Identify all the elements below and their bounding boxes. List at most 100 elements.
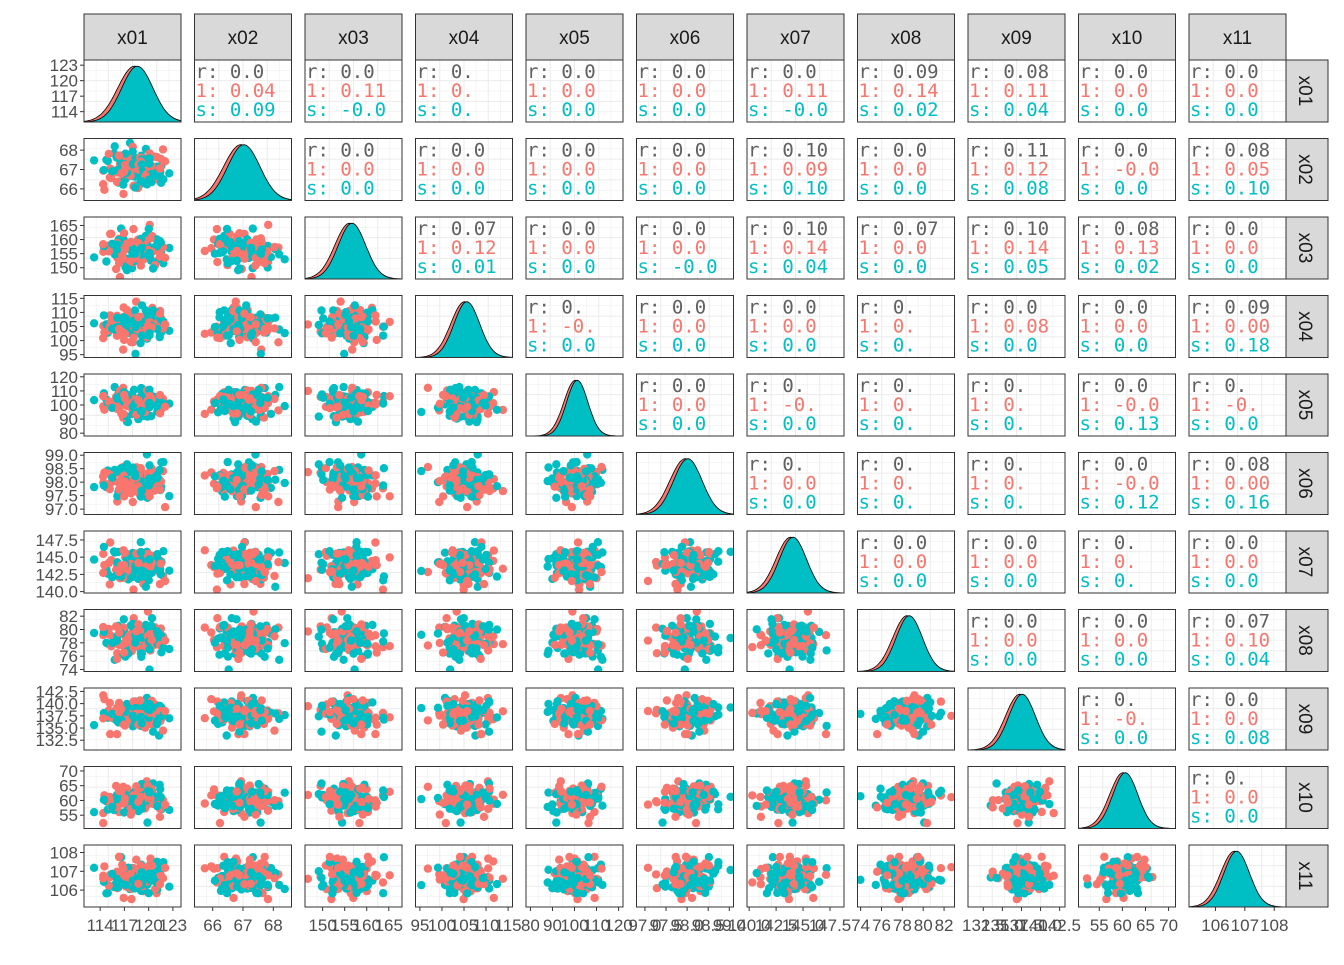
point-group2 bbox=[246, 407, 256, 416]
panel-border bbox=[746, 138, 845, 201]
point-group2 bbox=[254, 385, 263, 394]
point-group1 bbox=[327, 333, 336, 342]
corr-label-group1: 1: 0.0 bbox=[859, 551, 928, 573]
panel-content: r: 0.1: 0.s: 0. bbox=[859, 297, 916, 357]
panel-content bbox=[200, 382, 289, 427]
panel-border bbox=[194, 295, 292, 358]
point-group1 bbox=[335, 485, 344, 494]
point-group1 bbox=[235, 492, 244, 501]
density-x07-group2 bbox=[747, 536, 844, 593]
point-group2 bbox=[121, 149, 130, 158]
panel-x02-x11: r: 0.081: 0.05s: 0.10 bbox=[1188, 138, 1287, 201]
corr-label-group2: s: 0.0 bbox=[748, 335, 817, 357]
strip-right-label: x05 bbox=[1294, 390, 1315, 421]
point-group2 bbox=[257, 716, 266, 725]
point-group2 bbox=[677, 542, 686, 552]
point-group2 bbox=[145, 461, 154, 470]
panel-border bbox=[1078, 216, 1176, 280]
point-group1 bbox=[212, 224, 222, 234]
corr-label-overall: r: 0.0 bbox=[638, 61, 707, 83]
point-group2 bbox=[224, 665, 233, 672]
point-group1 bbox=[449, 547, 458, 557]
point-group2 bbox=[144, 481, 153, 490]
point-group2 bbox=[137, 566, 146, 575]
point-group1 bbox=[372, 561, 381, 570]
corr-label-group1: 1: 0.11 bbox=[748, 80, 828, 102]
panel-x08-x11: r: 0.071: 0.10s: 0.04 bbox=[1188, 609, 1287, 672]
corr-label-group1: 1: 0.0 bbox=[1190, 237, 1259, 259]
point-group1 bbox=[458, 558, 467, 568]
panel-grid bbox=[636, 138, 734, 201]
point-group1 bbox=[371, 311, 380, 320]
corr-label-group1: 1: 0.0 bbox=[638, 237, 707, 259]
panel-grid bbox=[747, 374, 844, 436]
point-group2 bbox=[314, 632, 323, 641]
point-group2 bbox=[275, 250, 284, 259]
point-group2 bbox=[709, 645, 718, 654]
corr-label-group1: 1: 0.00 bbox=[1190, 473, 1270, 495]
panel-border bbox=[746, 609, 845, 672]
point-group2 bbox=[145, 665, 154, 672]
point-group1 bbox=[235, 561, 244, 570]
panel-content bbox=[543, 538, 607, 593]
point-group1 bbox=[696, 551, 705, 560]
point-group2 bbox=[219, 562, 228, 571]
point-group2 bbox=[455, 649, 465, 658]
point-group2 bbox=[456, 615, 466, 624]
point-group1 bbox=[463, 576, 472, 586]
point-group2 bbox=[144, 175, 153, 184]
corr-label-group2: s: 0.0 bbox=[638, 178, 707, 200]
corr-label-group2: s: -0.0 bbox=[638, 256, 718, 278]
strip-right-label: x01 bbox=[1294, 76, 1315, 107]
point-group2 bbox=[335, 461, 345, 470]
point-group2 bbox=[335, 645, 345, 654]
point-group2 bbox=[275, 655, 284, 664]
strip-top-x05: x05 bbox=[525, 13, 624, 61]
point-group2 bbox=[583, 452, 592, 459]
panel-x01-x08: r: 0.091: 0.14s: 0.02 bbox=[857, 59, 955, 123]
corr-label-group2: s: 0.0 bbox=[1080, 649, 1149, 671]
corr-label-group2: s: -0.0 bbox=[306, 99, 386, 121]
panel-border bbox=[967, 59, 1066, 123]
corr-label-overall: r: 0.0 bbox=[638, 375, 707, 397]
panel-grid bbox=[1189, 138, 1286, 201]
panel-border bbox=[746, 295, 845, 358]
corr-label-overall: r: 0.07 bbox=[417, 218, 497, 240]
panel-content bbox=[89, 691, 174, 740]
point-group1 bbox=[701, 629, 710, 638]
point-group2 bbox=[229, 716, 238, 726]
strip-right-x04: x04 bbox=[1283, 295, 1329, 358]
panel-content: r: 0.1: 0.s: 0. bbox=[417, 61, 474, 121]
point-group1 bbox=[550, 573, 559, 582]
panel-content: r: 0.01: -0.0s: 0.12 bbox=[1080, 454, 1160, 514]
point-group1 bbox=[260, 628, 269, 637]
point-group1 bbox=[100, 405, 109, 414]
point-group1 bbox=[371, 479, 380, 488]
point-group1 bbox=[99, 472, 108, 481]
panel-grid bbox=[1189, 609, 1286, 672]
panel-border bbox=[967, 530, 1066, 594]
point-group2 bbox=[153, 550, 162, 560]
panel-grid bbox=[747, 60, 844, 122]
point-group2 bbox=[257, 467, 266, 476]
point-group2 bbox=[210, 716, 220, 725]
point-group2 bbox=[145, 705, 154, 715]
point-group1 bbox=[145, 492, 154, 501]
point-group2 bbox=[560, 566, 569, 575]
point-group2 bbox=[560, 486, 569, 495]
panel-x05-x03 bbox=[304, 373, 403, 437]
panel-x08-x02 bbox=[194, 609, 292, 672]
point-group2 bbox=[108, 167, 117, 176]
point-group1 bbox=[325, 628, 335, 637]
point-group2 bbox=[363, 492, 373, 501]
corr-label-overall: r: 0.10 bbox=[748, 218, 828, 240]
point-group2 bbox=[594, 665, 603, 672]
point-group2 bbox=[572, 547, 581, 556]
panel-border bbox=[415, 373, 513, 437]
point-group2 bbox=[686, 582, 696, 591]
panel-content: r: 0.081: 0.13s: 0.02 bbox=[1080, 218, 1160, 278]
panel-x06-x07: r: 0.1: 0.0s: 0.0 bbox=[746, 452, 845, 515]
point-group1 bbox=[235, 390, 244, 400]
panel-grid bbox=[1078, 531, 1176, 593]
